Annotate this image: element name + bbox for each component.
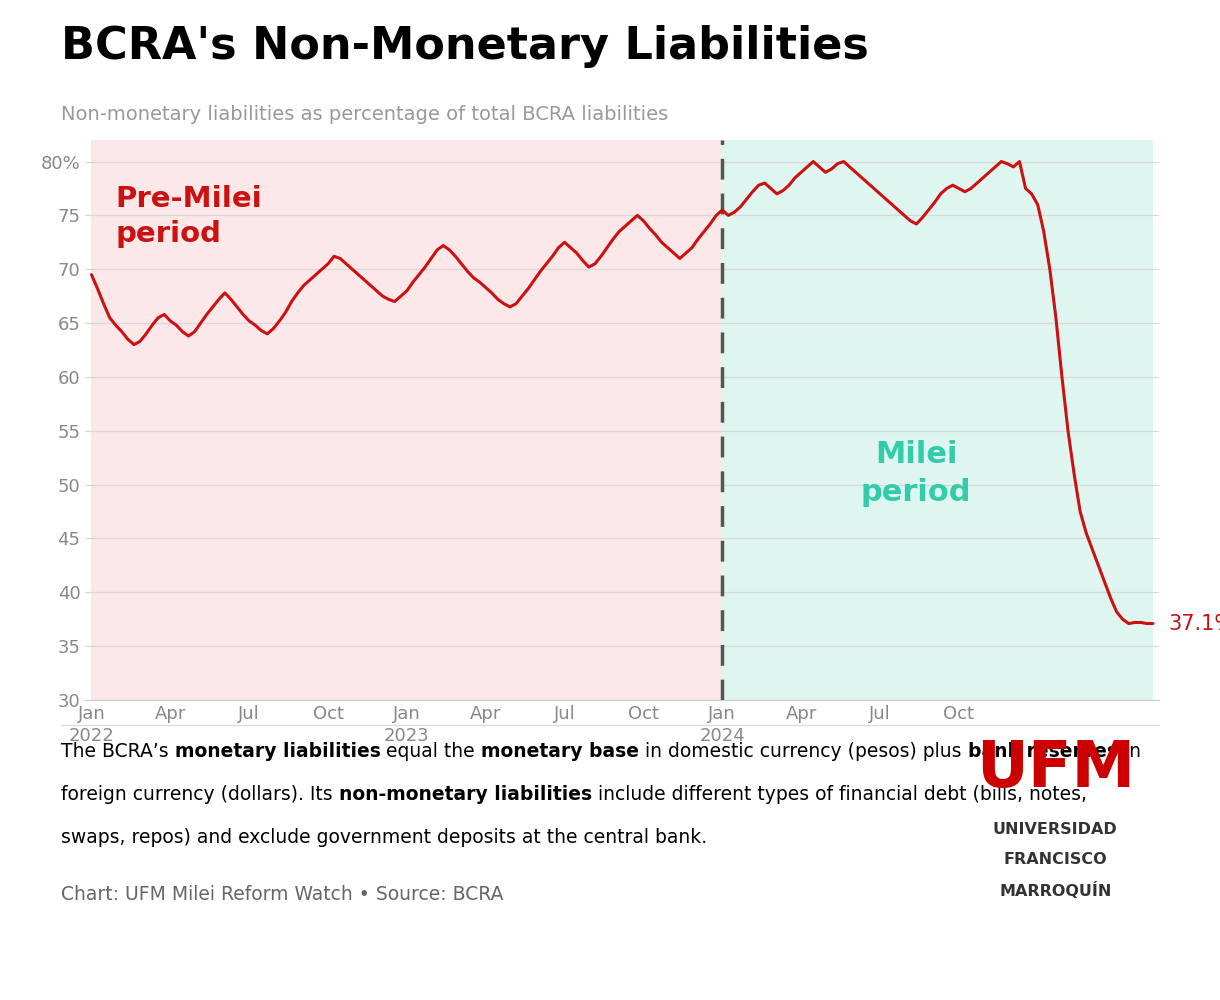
Text: monetary base: monetary base — [481, 742, 639, 761]
Bar — [92, 140, 722, 700]
Text: bank reserves: bank reserves — [967, 742, 1118, 761]
Text: FRANCISCO: FRANCISCO — [1004, 852, 1107, 867]
Text: in domestic currency (pesos) plus: in domestic currency (pesos) plus — [639, 742, 967, 761]
Text: in: in — [1118, 742, 1141, 761]
Text: non-monetary liabilities: non-monetary liabilities — [339, 785, 592, 804]
Text: 37.1%: 37.1% — [1168, 614, 1220, 634]
Text: UNIVERSIDAD: UNIVERSIDAD — [993, 822, 1118, 837]
Text: The BCRA’s: The BCRA’s — [61, 742, 174, 761]
Text: BCRA's Non-Monetary Liabilities: BCRA's Non-Monetary Liabilities — [61, 25, 869, 68]
Text: monetary liabilities: monetary liabilities — [174, 742, 381, 761]
Text: foreign currency (dollars). Its: foreign currency (dollars). Its — [61, 785, 339, 804]
Text: Pre-Milei
period: Pre-Milei period — [116, 185, 262, 248]
Text: Chart: UFM Milei Reform Watch • Source: BCRA: Chart: UFM Milei Reform Watch • Source: … — [61, 885, 504, 904]
Text: swaps, repos) and exclude government deposits at the central bank.: swaps, repos) and exclude government dep… — [61, 828, 708, 847]
Text: UFM: UFM — [976, 738, 1135, 800]
Bar — [722, 140, 1153, 700]
Text: equal the: equal the — [381, 742, 481, 761]
Text: include different types of financial debt (bills, notes,: include different types of financial deb… — [592, 785, 1087, 804]
Text: MARROQUÍN: MARROQUÍN — [999, 882, 1111, 899]
Text: Milei
period: Milei period — [861, 440, 971, 507]
Text: Non-monetary liabilities as percentage of total BCRA liabilities: Non-monetary liabilities as percentage o… — [61, 105, 669, 124]
